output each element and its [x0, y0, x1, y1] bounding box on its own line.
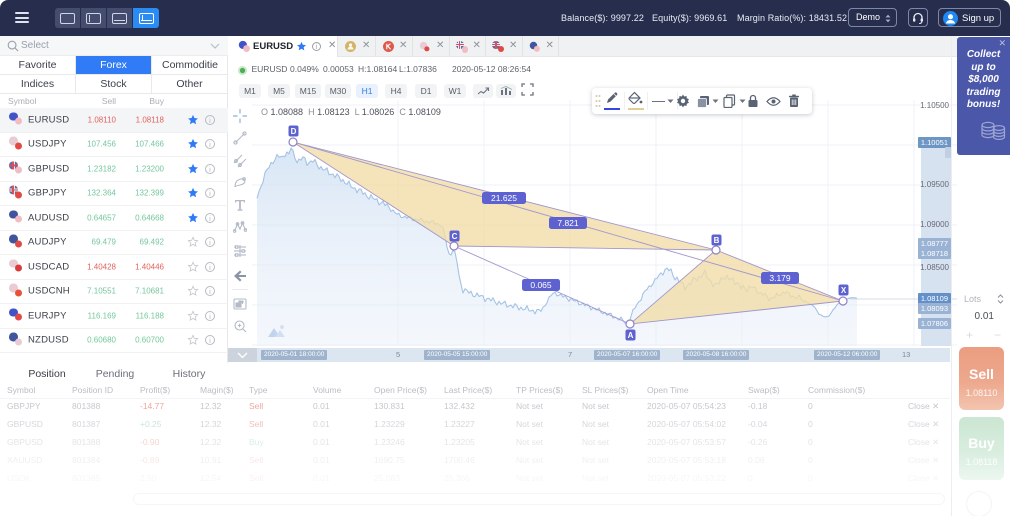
- svg-text:C: C: [452, 232, 458, 241]
- svg-text:7.821: 7.821: [557, 218, 579, 228]
- svg-text:A: A: [628, 331, 634, 340]
- svg-text:0.065: 0.065: [530, 280, 552, 290]
- svg-text:3.179: 3.179: [769, 273, 791, 283]
- svg-text:D: D: [291, 127, 297, 136]
- svg-text:X: X: [841, 286, 847, 295]
- svg-text:B: B: [714, 236, 720, 245]
- svg-text:21.625: 21.625: [491, 193, 517, 203]
